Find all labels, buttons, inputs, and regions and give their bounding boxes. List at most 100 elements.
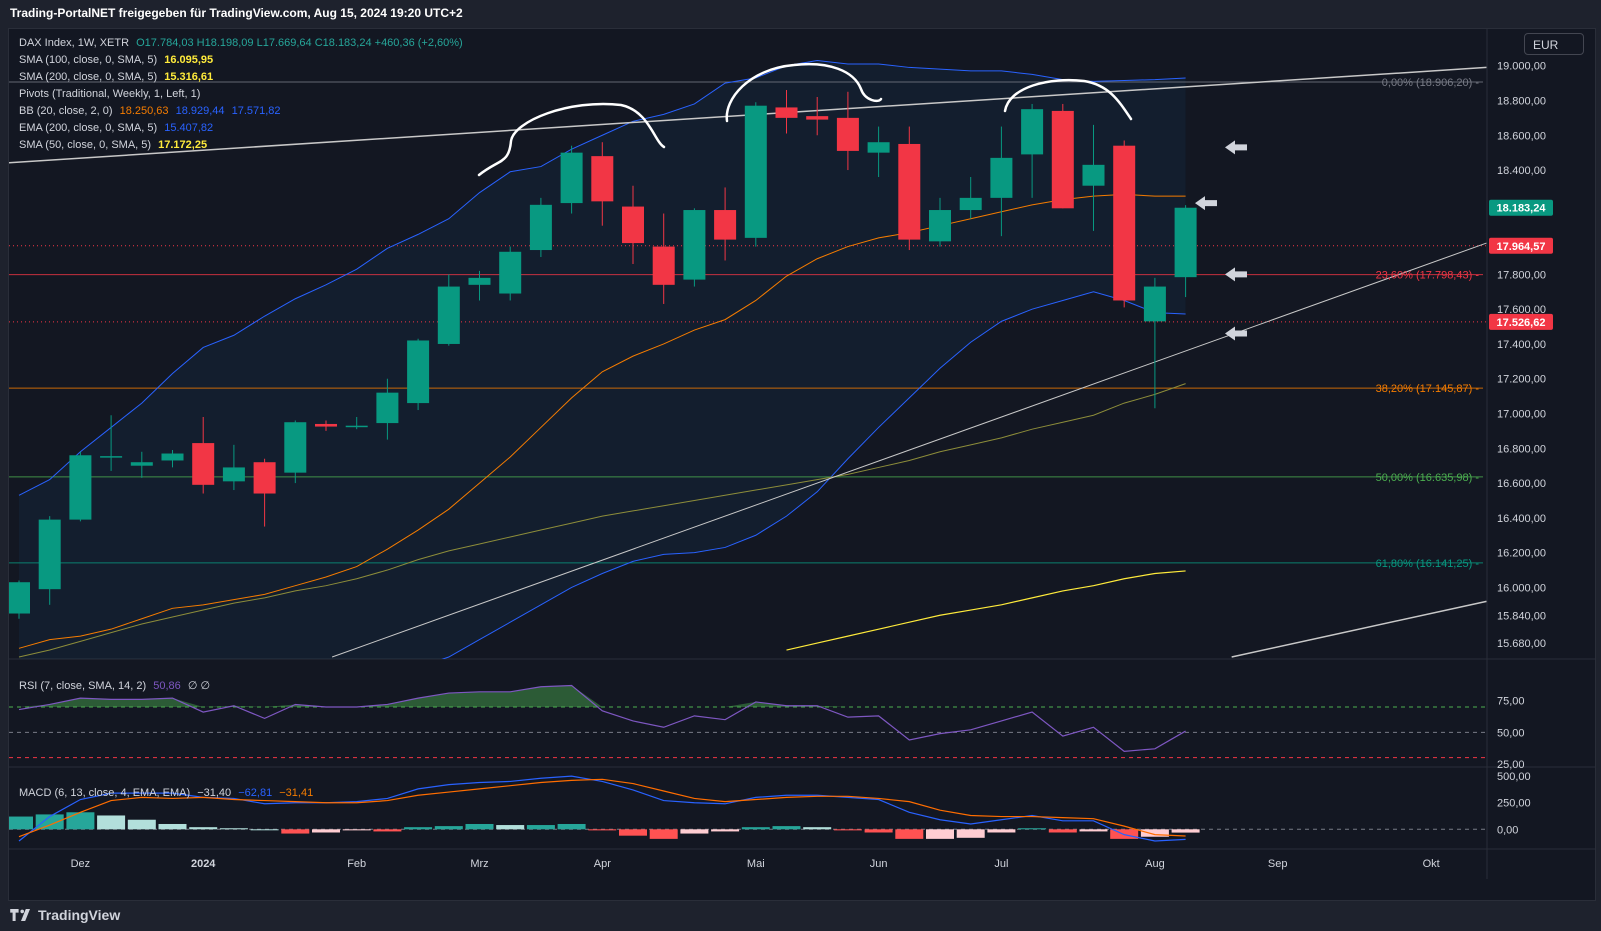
macd-histogram-bar — [312, 829, 340, 833]
candle-body — [867, 142, 890, 153]
rsi-label: RSI (7, close, SMA, 14, 2) — [19, 680, 147, 692]
macd-histogram-bar — [526, 825, 555, 830]
candle-body — [1174, 207, 1197, 278]
macd-histogram-bar — [926, 829, 954, 839]
macd-histogram-bar — [619, 829, 647, 836]
legend-value: 18.929,44 — [175, 105, 225, 117]
macd-histogram-bar — [158, 823, 187, 830]
legend-row-pivots[interactable]: Pivots (Traditional, Weekly, 1, Left, 1) — [19, 86, 463, 103]
candle-body — [744, 105, 767, 238]
candle-body — [836, 117, 859, 151]
candle-body — [100, 456, 123, 458]
candle-body — [1021, 109, 1044, 155]
legend-row-sma100[interactable]: SMA (100, close, 0, SMA, 5) 16.095,95 — [19, 52, 463, 69]
candle-body — [806, 116, 829, 120]
macd-legend[interactable]: MACD (6, 13, close, 4, EMA, EMA) −31,40 … — [19, 787, 313, 799]
macd-histogram-bar — [987, 829, 1016, 833]
legend-label: SMA (50, close, 0, SMA, 5) — [19, 139, 152, 151]
macd-histogram-bar — [649, 829, 678, 839]
candle-body — [622, 206, 644, 244]
legend-row-bb[interactable]: BB (20, close, 2, 0) 18.250,63 18.929,44… — [19, 103, 463, 120]
candle-body — [130, 462, 153, 466]
macd-histogram-bar — [373, 829, 402, 832]
candle-body — [315, 423, 337, 427]
macd-histogram-bar — [434, 826, 463, 830]
legend-value: 15.316,61 — [164, 71, 214, 83]
legend-value: 17.172,25 — [158, 139, 208, 151]
macd-histogram-bar — [557, 823, 586, 830]
macd-histogram-bar — [281, 829, 310, 834]
rsi-legend[interactable]: RSI (7, close, SMA, 14, 2) 50,86 ∅ ∅ — [19, 679, 210, 692]
price-axis-tick: 19.000,00 — [1497, 61, 1546, 73]
legend-row-main[interactable]: DAX Index, 1W, XETR O17.784,03 H18.198,0… — [19, 35, 463, 52]
candle-body — [192, 443, 215, 485]
indicator-legend: DAX Index, 1W, XETR O17.784,03 H18.198,0… — [19, 35, 463, 154]
time-axis-tick: Jul — [994, 858, 1008, 870]
macd-histogram-bar — [741, 827, 770, 830]
price-axis-tick: 15.680,00 — [1497, 638, 1546, 650]
candle-body — [376, 392, 399, 424]
macd-label: MACD (6, 13, close, 4, EMA, EMA) — [19, 787, 191, 799]
rsi-axis-tick: 50,00 — [1497, 727, 1525, 739]
macd-value-line: −62,81 — [238, 787, 273, 799]
macd-histogram-bar — [404, 827, 433, 830]
fib-level-label: 23,60% (17.798,43) - — [1376, 270, 1480, 282]
price-axis-tick: 15.840,00 — [1497, 610, 1546, 622]
rsi-value: 50,86 — [153, 680, 181, 692]
macd-axis-tick: 0,00 — [1497, 824, 1518, 836]
macd-histogram-bar — [895, 829, 924, 839]
candle-body — [775, 107, 798, 118]
legend-row-sma200[interactable]: SMA (200, close, 0, SMA, 5) 15.316,61 — [19, 69, 463, 86]
macd-histogram-bar — [1079, 829, 1108, 832]
price-badge-label: 17.526,62 — [1497, 317, 1546, 329]
chart-svg[interactable]: 0,00% (18.906,20) - 23,60% (17.798,43) - 3… — [9, 29, 1595, 900]
candle-body — [652, 246, 675, 285]
rsi-overbought-fill — [19, 685, 1186, 707]
candle-body — [38, 519, 61, 590]
bollinger-band-fill — [19, 60, 1186, 659]
macd-histogram-bar — [189, 827, 218, 830]
main-pane — [9, 59, 1487, 659]
candle-body — [560, 152, 583, 204]
time-axis-tick: Okt — [1423, 858, 1440, 870]
fib-level-label: 38,20% (17.145,87) - — [1376, 383, 1480, 395]
rsi-axis-tick: 75,00 — [1497, 696, 1525, 708]
legend-value: 17.571,82 — [231, 105, 281, 117]
candle-body — [959, 197, 982, 211]
candle-body — [499, 251, 522, 294]
candle-body — [1082, 164, 1105, 186]
rsi-extra: ∅ ∅ — [187, 680, 211, 692]
macd-histogram-bar — [35, 814, 64, 830]
time-axis-tick: Mai — [747, 858, 765, 870]
price-axis-tick: 16.200,00 — [1497, 548, 1546, 560]
price-badge — [1489, 313, 1553, 330]
legend-row-sma50[interactable]: SMA (50, close, 0, SMA, 5) 17.172,25 — [19, 137, 463, 154]
macd-histogram-bar — [772, 826, 801, 830]
legend-row-ema200[interactable]: EMA (200, close, 0, SMA, 5) 15.407,82 — [19, 120, 463, 137]
trendline-trend-lower — [331, 242, 1487, 658]
macd-histogram-bar — [803, 827, 832, 830]
time-axis-tick: Aug — [1145, 858, 1165, 870]
candle-body — [929, 210, 951, 242]
brand-label: TradingView — [38, 907, 121, 923]
macd-histogram-bar — [1140, 829, 1169, 837]
candle-body — [69, 455, 92, 520]
price-axis-tick: 17.600,00 — [1497, 304, 1546, 316]
ohlc-values: O17.784,03 H18.198,09 L17.669,64 C18.183… — [136, 37, 463, 49]
hand-drawn-annotation — [1003, 78, 1133, 121]
candle-body — [990, 157, 1013, 198]
time-axis-tick: Mrz — [470, 858, 488, 870]
legend-label: Pivots (Traditional, Weekly, 1, Left, 1) — [19, 88, 201, 100]
price-axis-tick: 17.000,00 — [1497, 409, 1546, 421]
price-badge-label: 18.183,24 — [1497, 203, 1547, 215]
macd-histogram-bar — [496, 825, 525, 830]
currency-selector[interactable]: EUR — [1524, 33, 1584, 55]
candle-body — [468, 277, 491, 285]
time-axis-tick: Apr — [594, 858, 611, 870]
macd-histogram-bar — [588, 829, 617, 831]
candle-body — [1113, 145, 1136, 301]
rsi-line — [18, 684, 1186, 752]
candle-body — [591, 156, 614, 202]
time-axis-tick: Dez — [71, 858, 91, 870]
chart-frame[interactable]: 0,00% (18.906,20) - 23,60% (17.798,43) - 3… — [8, 28, 1596, 901]
